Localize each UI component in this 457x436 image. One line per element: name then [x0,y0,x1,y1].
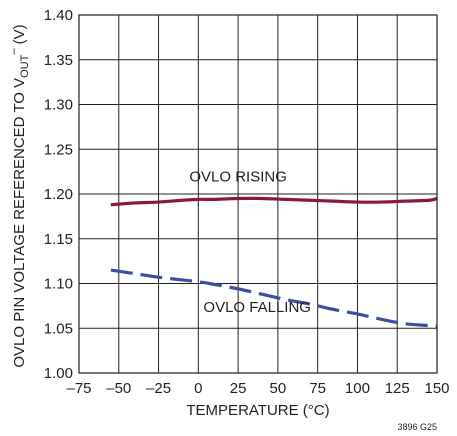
x-tick-label: 75 [309,380,326,397]
y-tick-label: 1.05 [44,320,73,337]
y-tick-label: 1.00 [44,365,73,382]
x-tick-label: 0 [194,380,202,397]
x-tick-label: –75 [66,380,91,397]
x-tick-label: 125 [385,380,410,397]
x-tick-label: 150 [424,380,449,397]
series-line-1 [110,268,438,329]
y-tick-label: 1.10 [44,276,73,293]
y-tick-label: 1.25 [44,141,73,158]
x-tick-label: –25 [146,380,171,397]
y-tick-label: 1.35 [44,52,73,69]
y-axis-label-main: OVLO PIN VOLTAGE REFERENCED TO V [11,78,28,368]
annotations: OVLO RISING OVLO FALLING [189,168,311,316]
grid [79,15,437,373]
plot-border [78,14,438,374]
x-tick-label: 100 [345,380,370,397]
y-axis-label: OVLO PIN VOLTAGE REFERENCED TO VOUT– (V) [8,24,31,367]
y-axis-label-subscript: OUT [19,54,31,78]
x-tick-label: –50 [106,380,131,397]
plot-frame [78,14,438,374]
annotation-label-1: OVLO FALLING [203,299,311,316]
series-line-0 [110,196,438,207]
y-axis-label-superscript: – [8,48,20,55]
x-axis-label: TEMPERATURE (°C) [186,402,329,419]
y-axis-label-unit: (V) [11,24,28,48]
y-tick-label: 1.20 [44,186,73,203]
x-tick-label: 50 [270,380,287,397]
annotation-label-0: OVLO RISING [189,168,287,185]
y-tick-labels: 1.00 1.05 1.10 1.15 1.20 1.25 1.30 1.35 1.40 [44,7,73,382]
y-tick-label: 1.40 [44,7,73,24]
series-lines [110,196,438,329]
y-tick-label: 1.30 [44,97,73,114]
figure-code: 3896 G25 [397,422,437,432]
x-tick-labels: –75 –50 –25 0 25 50 75 100 125 150 [66,380,449,397]
y-tick-label: 1.15 [44,231,73,248]
x-tick-label: 25 [230,380,247,397]
